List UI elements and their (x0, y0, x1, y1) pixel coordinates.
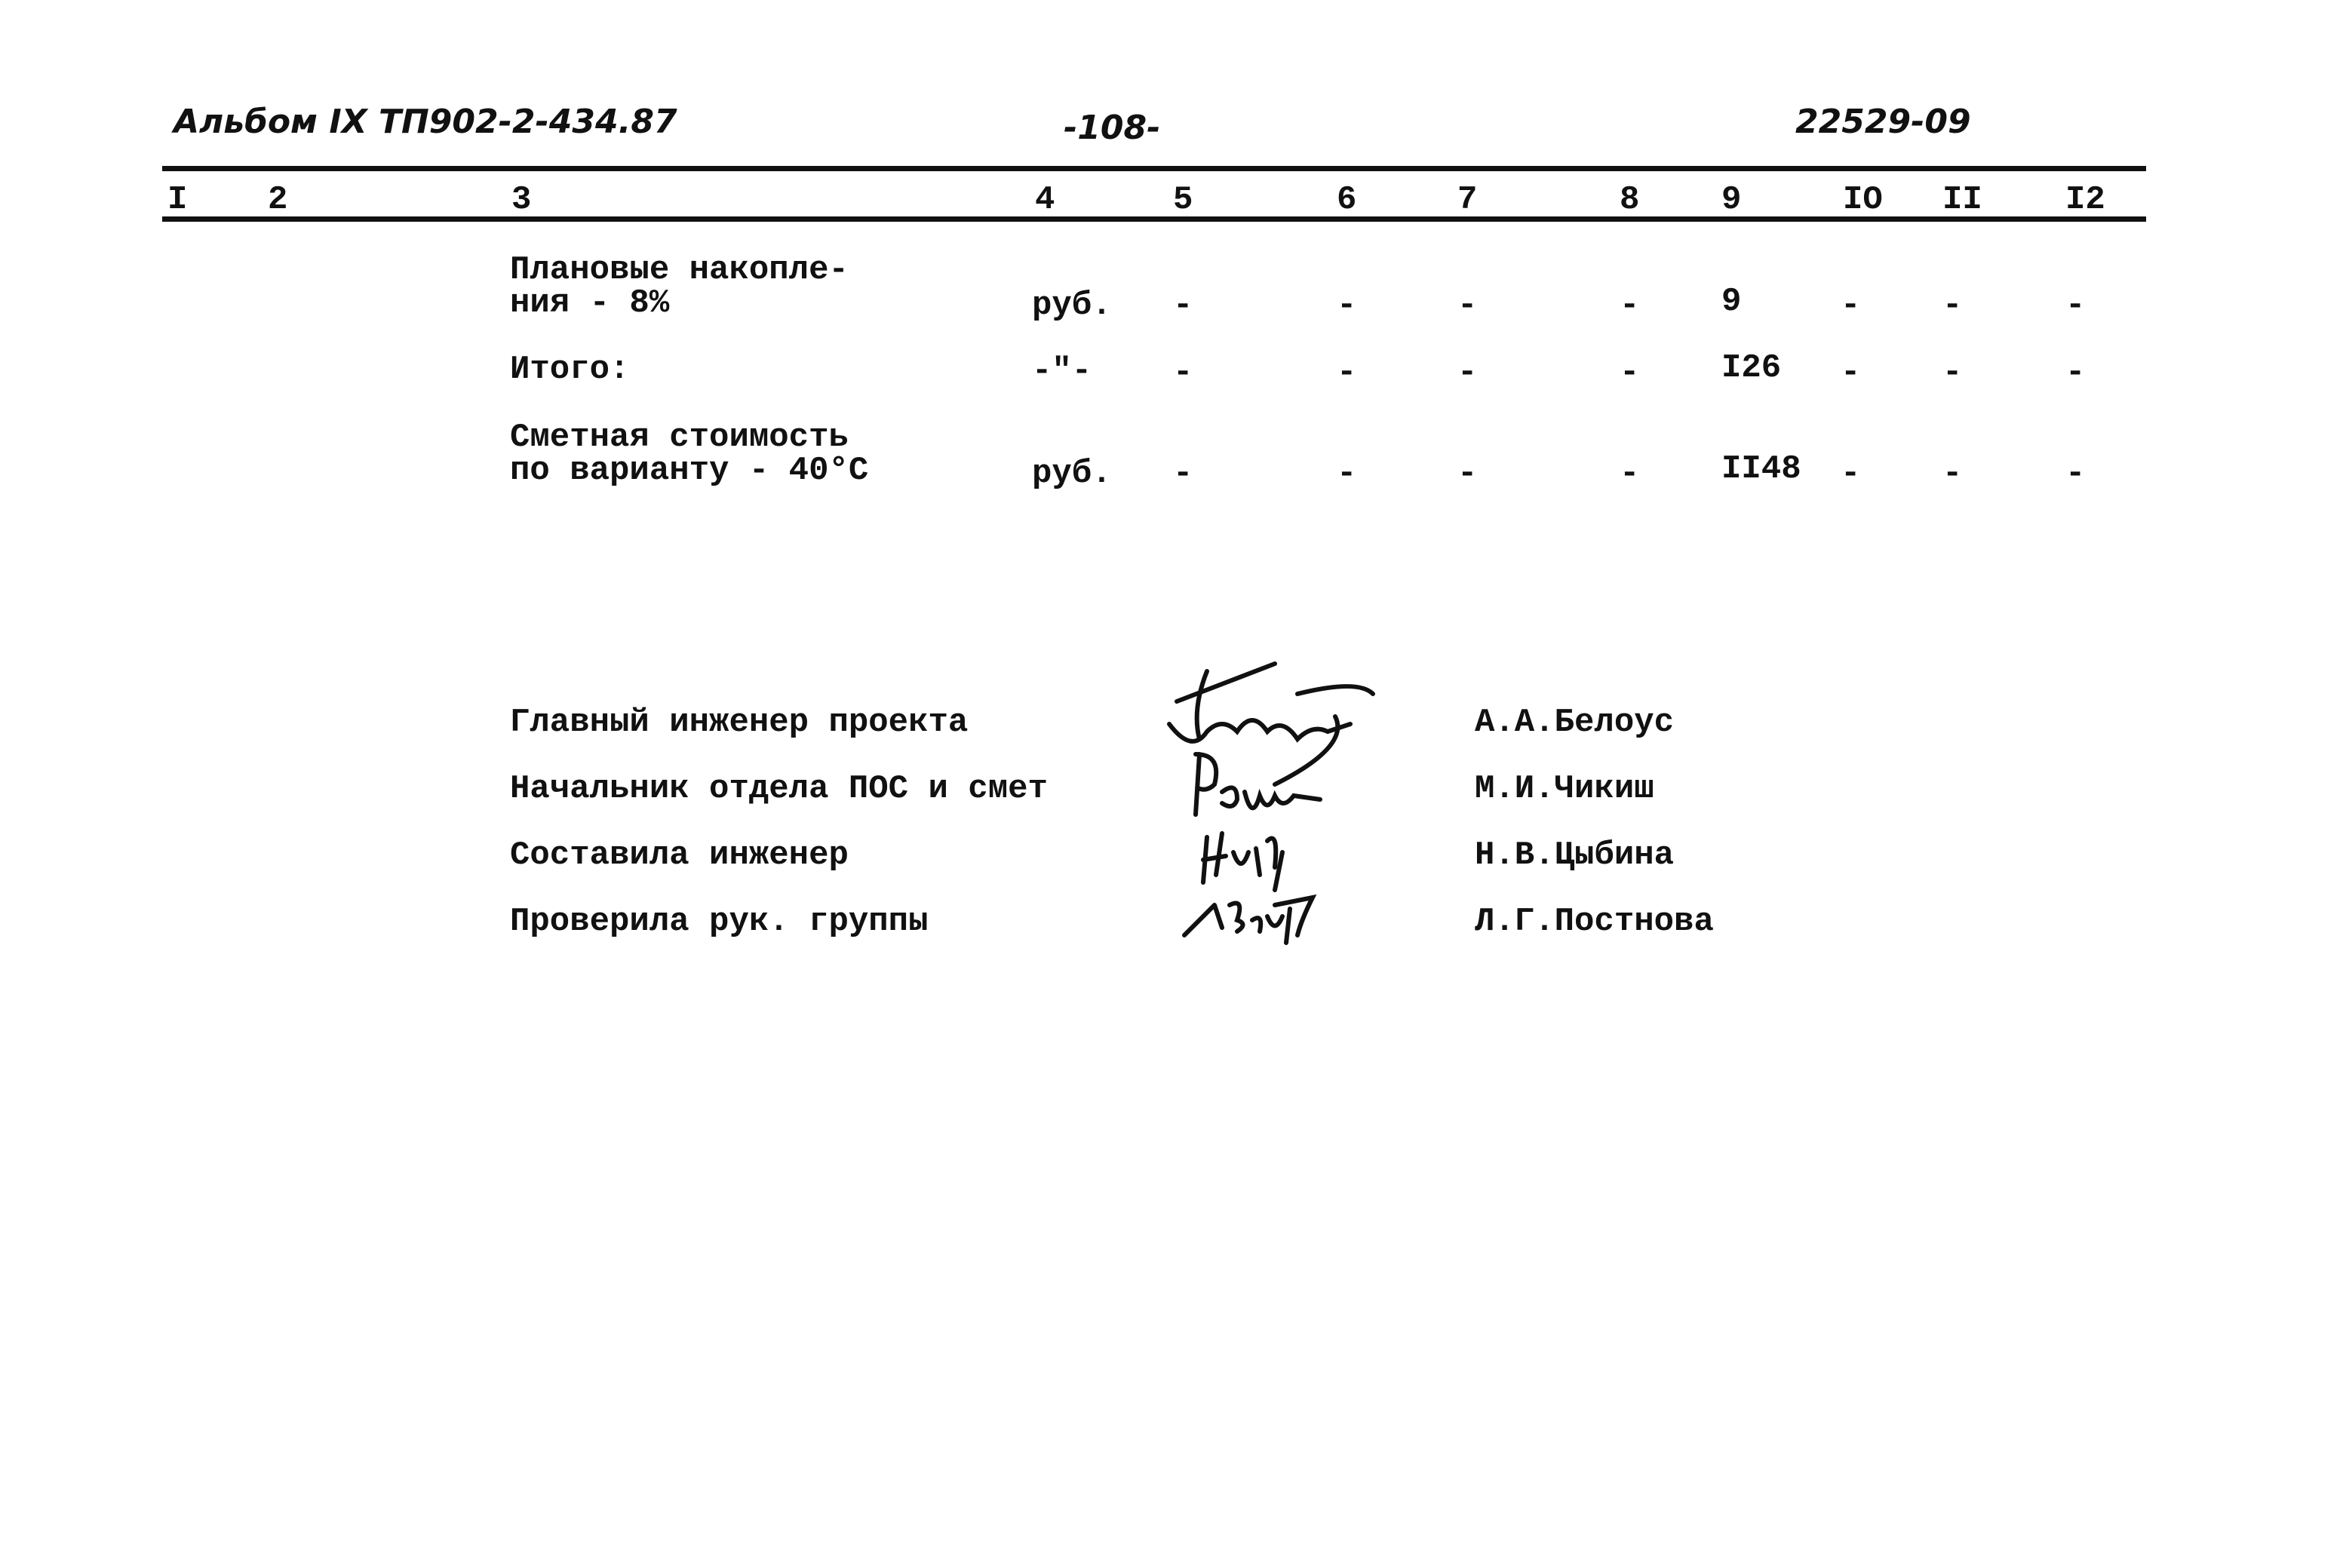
page-number: -108- (1064, 109, 1161, 147)
signature-chikish (1193, 752, 1322, 817)
column-number: IO (1843, 181, 1883, 219)
cell: - (1841, 455, 1861, 492)
cell: - (1942, 455, 1963, 492)
document-code: 22529-09 (1795, 103, 1971, 141)
column-number: 7 (1457, 181, 1478, 219)
row-name: ния - 8% (510, 284, 670, 322)
signatory-role: Главный инженер проекта (510, 704, 969, 741)
row-name: по варианту - 40°С (510, 452, 869, 489)
signatory-role: Проверила рук. группы (510, 903, 929, 940)
column-number: 8 (1620, 181, 1640, 219)
cell: - (1942, 354, 1963, 391)
cell: - (1457, 455, 1478, 492)
cell: - (1620, 354, 1640, 391)
cell: - (2065, 455, 2086, 492)
cell: - (1457, 354, 1478, 391)
cell: - (1337, 455, 1357, 492)
signature-tsybina (1201, 831, 1285, 892)
cell: - (1337, 287, 1357, 324)
column-number: I2 (2065, 181, 2105, 219)
cell: - (1841, 287, 1861, 324)
column-number: II (1942, 181, 1982, 219)
cell: - (1337, 354, 1357, 391)
column-number: 2 (268, 181, 288, 219)
column-number: 4 (1035, 181, 1055, 219)
cell: 9 (1721, 283, 1742, 321)
signatory-name: А.А.Белоус (1475, 704, 1675, 741)
signatory-name: Н.В.Цыбина (1475, 836, 1675, 874)
cell: - (1173, 354, 1193, 391)
column-number: 5 (1173, 181, 1193, 219)
cell: II48 (1721, 450, 1801, 488)
unit: руб. (1032, 287, 1112, 324)
handwritten-signatures (1167, 661, 1375, 945)
header-bottom-rule (162, 216, 2146, 222)
album-reference: Альбом IX ТП902-2-434.87 (173, 103, 677, 141)
cell: - (1942, 287, 1963, 324)
cell: I26 (1721, 349, 1782, 387)
cell: - (1841, 354, 1861, 391)
signature-belous (1167, 661, 1375, 787)
cell: - (1173, 287, 1193, 324)
column-number: 6 (1337, 181, 1357, 219)
unit: руб. (1032, 455, 1112, 492)
signature-postnova (1182, 894, 1317, 945)
column-number: 9 (1721, 181, 1742, 219)
row-name: Сметная стоимость (510, 419, 849, 456)
unit: -"- (1032, 352, 1092, 390)
cell: - (1620, 287, 1640, 324)
cell: - (2065, 354, 2086, 391)
signatory-name: Л.Г.Постнова (1475, 903, 1714, 940)
cell: - (2065, 287, 2086, 324)
cell: - (1173, 455, 1193, 492)
cell: - (1620, 455, 1640, 492)
column-number: 3 (511, 181, 532, 219)
column-number: I (167, 181, 188, 219)
header-top-rule (162, 166, 2146, 171)
row-name: Плановые накопле- (510, 251, 849, 289)
signatory-role: Составила инженер (510, 836, 849, 874)
row-name: Итого: (510, 351, 630, 388)
signatory-role: Начальник отдела ПОС и смет (510, 770, 1048, 808)
cell: - (1457, 287, 1478, 324)
signatory-name: М.И.Чикиш (1475, 770, 1654, 808)
